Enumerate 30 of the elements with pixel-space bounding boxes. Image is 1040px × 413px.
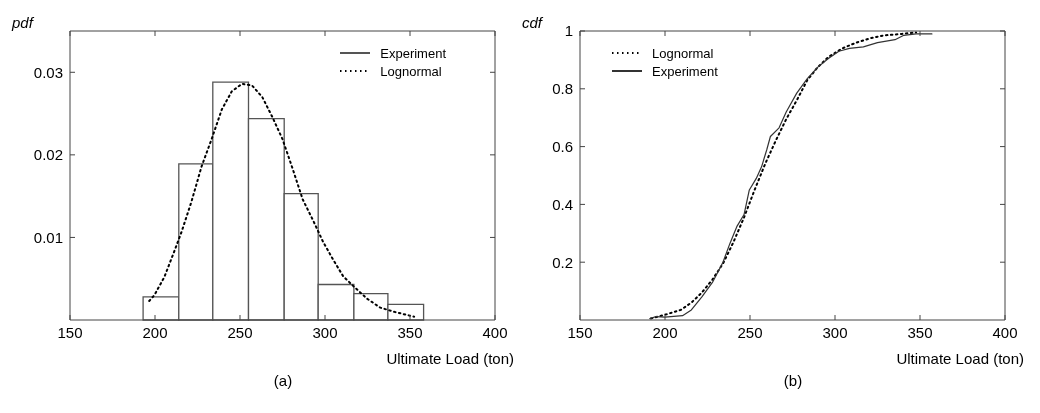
- y-axis-title: cdf: [522, 14, 543, 31]
- y-tick-label: 0.4: [552, 195, 573, 213]
- text: (a): [272, 372, 294, 389]
- x-axis-title: Ultimate Load (ton): [896, 350, 1024, 367]
- x-tick-label: 350: [907, 323, 933, 341]
- x-tick-label: 150: [567, 323, 593, 341]
- y-tick-label: 1: [564, 22, 573, 40]
- x-tick-label: 200: [142, 323, 168, 341]
- y-axis-title: pdf: [12, 14, 33, 31]
- y-tick-label: 0.6: [552, 137, 573, 155]
- x-axis-title: Ultimate Load (ton): [386, 350, 514, 367]
- legend-label: Experiment: [652, 63, 718, 79]
- y-tick-label: 0.8: [552, 80, 573, 98]
- x-tick-label: 150: [57, 323, 83, 341]
- x-tick-label: 300: [822, 323, 848, 341]
- x-tick-label: 300: [312, 323, 338, 341]
- x-tick-label: 250: [227, 323, 253, 341]
- x-tick-label: 400: [482, 323, 508, 341]
- y-tick-label: 0.02: [33, 146, 63, 164]
- y-tick-label: 0.03: [33, 63, 63, 81]
- legend-label: Experiment: [380, 45, 446, 61]
- x-tick-label: 400: [992, 323, 1018, 341]
- y-tick-label: 0.2: [552, 253, 573, 271]
- x-tick-label: 350: [397, 323, 423, 341]
- y-tick-label: 0.01: [33, 228, 63, 246]
- text: (b): [782, 372, 804, 389]
- legend-label: Lognormal: [652, 45, 714, 61]
- x-tick-label: 200: [652, 323, 678, 341]
- x-tick-label: 250: [737, 323, 763, 341]
- legend-label: Lognormal: [380, 63, 442, 79]
